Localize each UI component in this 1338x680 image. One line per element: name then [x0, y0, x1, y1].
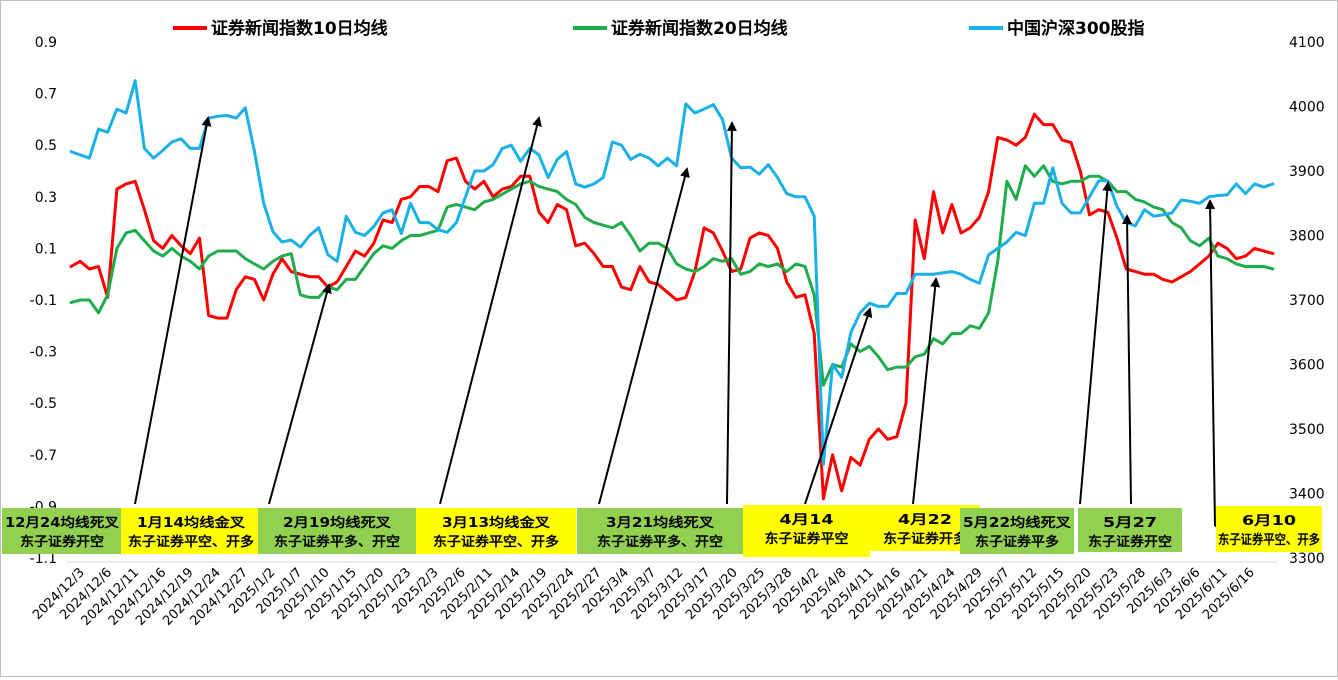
annotation-line1: 1月14均线金叉: [137, 515, 246, 531]
annotation-line2: 东子证券开空: [1088, 534, 1172, 550]
annotation-line1: 5月22均线死叉: [963, 515, 1072, 531]
y-left-tick-label: -1.1: [30, 551, 57, 567]
annotation-line2: 东子证券平空、开多: [128, 534, 254, 550]
annotation-bg: [1216, 506, 1322, 552]
annotation-bg: [577, 508, 743, 554]
series-line: [69, 112, 1275, 501]
y-right-tick-label: 3600: [1289, 358, 1325, 374]
annotation-line2: 东子证券平空: [765, 531, 849, 547]
annotation-line1: 3月13均线金叉: [442, 515, 551, 531]
annotation-bg: [1078, 508, 1182, 552]
annotation-arrow: [804, 307, 873, 505]
annotation-line2: 东子证券平多: [975, 534, 1059, 550]
annotation-line1: 4月22: [898, 513, 952, 528]
y-right-tick-label: 4000: [1289, 100, 1325, 116]
annotation-box: 4月14 东子证券平空: [743, 505, 870, 557]
annotation-bg: [2, 508, 122, 554]
y-left-tick-label: 0.9: [35, 35, 57, 51]
annotation-bg: [258, 508, 416, 554]
annotation-line1: 5月27: [1103, 516, 1157, 531]
annotation-bg: [743, 505, 870, 557]
annotation-arrow: [134, 116, 212, 505]
y-right-tick-label: 3900: [1289, 164, 1325, 180]
annotation-line2: 东子证券平多、开空: [274, 534, 400, 550]
annotation-line1: 4月14: [780, 513, 834, 528]
y-right-tick-label: 3800: [1289, 229, 1325, 245]
series-line: [69, 79, 1275, 466]
annotation-bg: [416, 508, 576, 554]
annotation-line2: 东子证券开多: [883, 531, 967, 547]
annotation-arrow: [598, 167, 690, 505]
y-left-tick-label: 0.7: [35, 87, 57, 103]
legend-label: 证券新闻指数10日均线: [211, 18, 388, 39]
y-left-tick-label: -0.5: [30, 396, 57, 412]
annotation-arrow: [912, 277, 941, 505]
annotation-bg: [960, 508, 1074, 554]
annotation-arrow: [1122, 214, 1133, 505]
y-right-tick-label: 3400: [1289, 487, 1325, 503]
annotation-line1: 12月24均线死叉: [5, 515, 120, 531]
annotation-line2: 东子证券平空、开多: [1218, 532, 1320, 548]
annotation-arrow: [726, 121, 737, 505]
y-right-tick-label: 4100: [1289, 35, 1325, 51]
annotation-arrow: [1205, 199, 1216, 527]
y-left-tick-label: -0.1: [30, 293, 57, 309]
annotation-box: 6月10 东子证券平空、开多: [1216, 506, 1322, 552]
annotation-arrow: [1079, 181, 1113, 505]
annotation-line1: 2月19均线死叉: [283, 515, 392, 531]
y-right-tick-label: 3300: [1289, 551, 1325, 567]
annotation-line1: 6月10: [1242, 514, 1296, 529]
y-left-tick-label: 0.5: [35, 138, 57, 154]
legend-label: 证券新闻指数20日均线: [611, 18, 788, 39]
y-left-tick-label: 0.1: [35, 241, 57, 257]
annotation-line2: 东子证券开空: [20, 534, 104, 550]
annotation-line1: 3月21均线死叉: [606, 515, 715, 531]
series-line: [69, 164, 1275, 387]
annotation-arrow: [268, 283, 332, 505]
legend-label: 中国沪深300股指: [1007, 18, 1145, 39]
annotation-line2: 东子证券平多、开空: [597, 534, 723, 550]
y-left-tick-label: -0.7: [30, 448, 57, 464]
annotation-box: 5月27 东子证券开空: [1078, 508, 1182, 552]
annotation-bg: [121, 508, 261, 554]
y-right-tick-label: 3700: [1289, 293, 1325, 309]
y-left-tick-label: 0.3: [35, 190, 57, 206]
annotation-arrow: [439, 116, 542, 505]
y-right-tick-label: 3500: [1289, 422, 1325, 438]
y-left-tick-label: -0.3: [30, 345, 57, 361]
annotation-line2: 东子证券平空、开多: [433, 534, 559, 550]
